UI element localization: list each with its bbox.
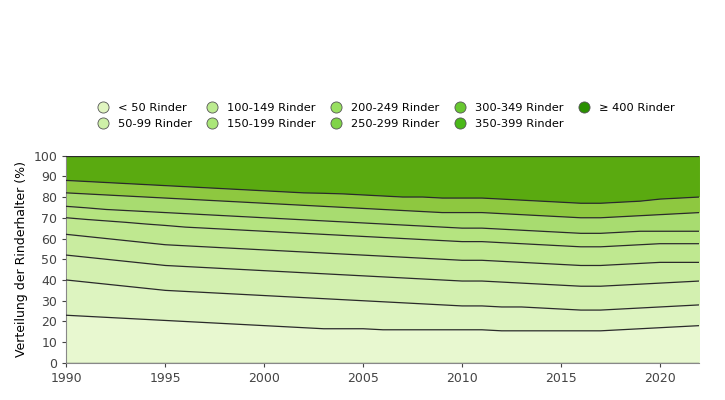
Y-axis label: Verteilung der Rinderhalter (%): Verteilung der Rinderhalter (%) [15,161,28,357]
Legend: < 50 Rinder, 50-99 Rinder, 100-149 Rinder, 150-199 Rinder, 200-249 Rinder, 250-2: < 50 Rinder, 50-99 Rinder, 100-149 Rinde… [91,103,674,129]
